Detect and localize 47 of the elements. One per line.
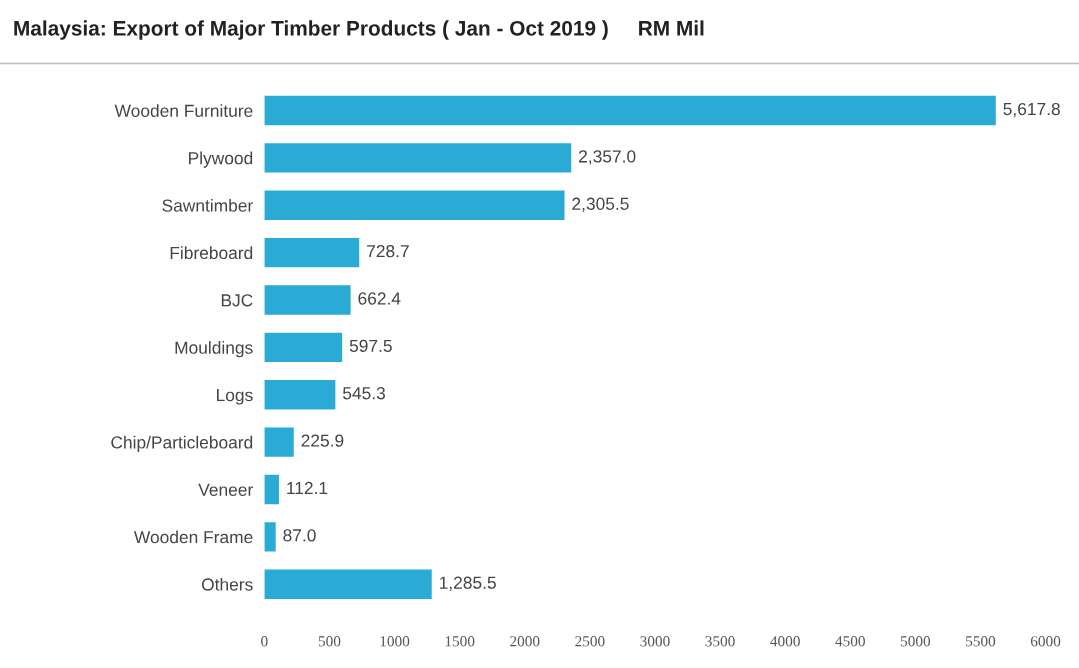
x-tick-label: 1500 [445, 636, 475, 647]
y-tick-label: Chip/Particleboard [111, 435, 253, 452]
y-tick-label: Others [201, 577, 253, 591]
y-tick-label: BJC [221, 294, 253, 307]
x-tick-label: 5000 [900, 636, 931, 647]
bar [264, 427, 294, 457]
x-tick-label: 3500 [705, 636, 735, 647]
chart-title: Malaysia: Export of Major Timber Products ( Jan - Oct 2019 ) RM Mil [14, 20, 704, 40]
y-tick-label: Mouldings [175, 341, 253, 358]
y-tick-label: Fibreboard [170, 246, 253, 260]
x-tick-label: 3000 [640, 636, 670, 647]
y-tick-label: Sawntimber [162, 198, 253, 212]
data-label: 5,617.8 [1003, 102, 1060, 118]
data-label: 87.0 [283, 529, 316, 542]
bar [264, 332, 343, 363]
bar [264, 190, 565, 220]
bar [264, 143, 572, 173]
bar [264, 237, 360, 268]
x-tick-label: 5500 [966, 636, 996, 647]
x-tick-label: 4000 [770, 636, 800, 647]
y-tick-label: Plywood [189, 151, 253, 168]
y-tick-label: Veneer [198, 483, 253, 496]
data-label: 597.5 [349, 339, 392, 353]
y-tick-label: Wooden Furniture [114, 104, 253, 117]
data-label: 545.3 [342, 387, 385, 400]
x-tick-label: 0 [261, 636, 268, 647]
bar [264, 95, 996, 126]
bar [264, 569, 432, 599]
data-label: 662.4 [358, 292, 401, 305]
data-label: 112.1 [287, 481, 328, 494]
data-label: 2,357.0 [579, 150, 636, 165]
data-label: 728.7 [367, 244, 409, 258]
y-tick-label: Logs [217, 389, 253, 405]
data-label: 2,305.5 [572, 197, 629, 212]
x-tick-label: 4500 [835, 636, 865, 647]
y-tick-label: Wooden Frame [133, 530, 253, 544]
bar [264, 474, 279, 505]
x-tick-label: 2000 [510, 636, 540, 647]
x-tick-label: 2500 [575, 636, 605, 647]
data-label: 225.9 [301, 434, 344, 447]
bar [264, 380, 336, 410]
data-label: 1,285.5 [439, 576, 496, 591]
bar [264, 285, 351, 315]
x-tick-label: 1000 [380, 636, 410, 647]
x-tick-label: 500 [318, 636, 341, 647]
x-tick-label: 6000 [1030, 636, 1061, 647]
bar [264, 522, 276, 552]
